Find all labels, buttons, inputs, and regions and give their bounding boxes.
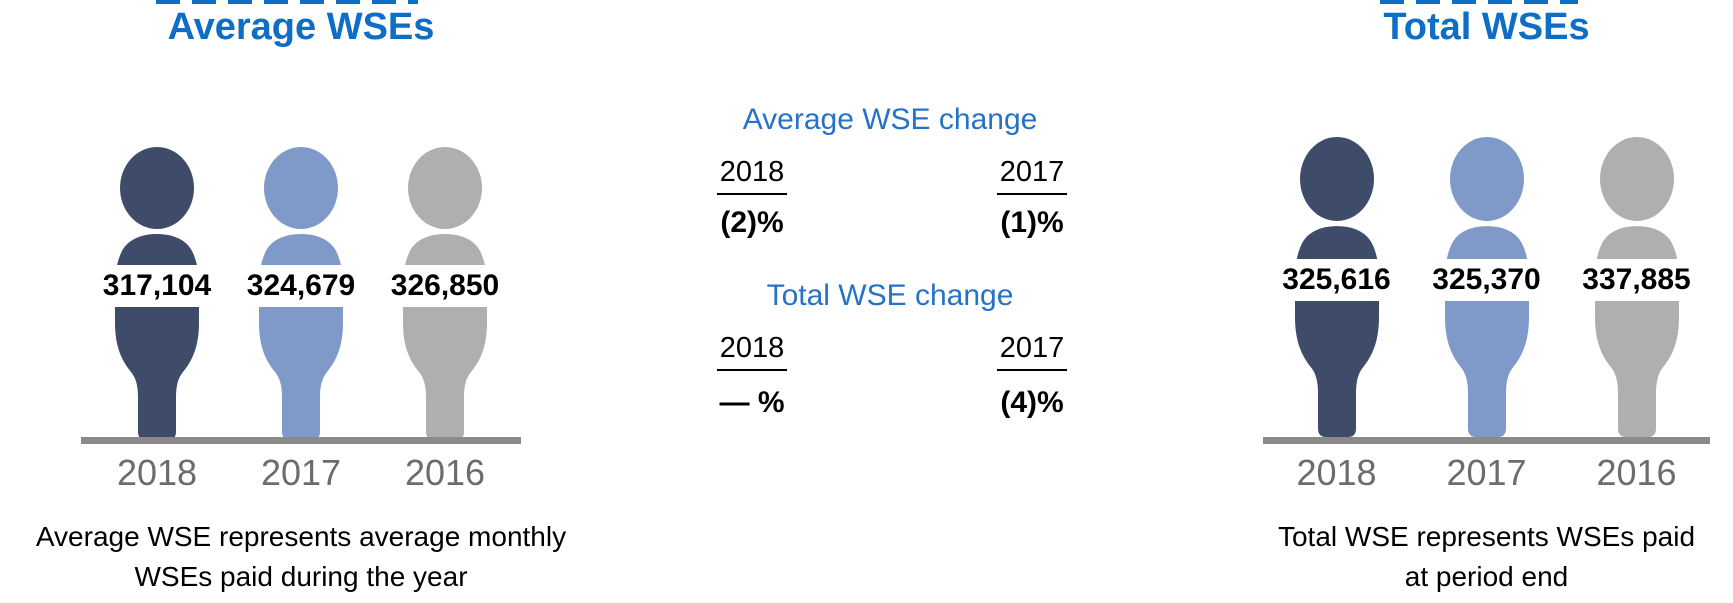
average-value-2017: 324,679 [225,265,377,307]
cropped-text-remnant-left [156,0,418,4]
total-chart-caption: Total WSE represents WSEs paid at period… [1167,517,1733,597]
average-figure-2018: 317,104 [81,147,233,440]
total-value-2016: 337,885 [1560,259,1713,301]
total-value-2018: 325,616 [1260,259,1413,301]
average-change-value-2018: (2)% [720,206,784,239]
total-wses-chart: Total WSEs 325,616 325,370 [1260,0,1713,603]
average-chart-title: Average WSEs [167,6,435,48]
average-value-2016: 326,850 [369,265,521,307]
wse-change-panel: Average WSE change 2018 2017 (2)% (1)% T… [640,0,1140,603]
total-year-2016: 2016 [1596,452,1677,493]
total-figure-2018: 325,616 [1260,137,1413,437]
total-caption-line2: at period end [1404,561,1569,592]
total-change-year-2018: 2018 [687,332,817,371]
average-year-labels: 2018 2017 2016 [81,452,521,494]
total-change-year-2017-label: 2017 [996,332,1068,371]
total-change-value-2017: (4)% [1000,386,1064,419]
average-year-2016: 2016 [404,452,486,493]
total-year-labels: 2018 2017 2016 [1263,452,1710,494]
average-baseline [81,437,521,444]
total-change-year-2017: 2017 [967,332,1097,371]
average-figure-2016: 326,850 [369,147,521,440]
total-change-value-2018: — % [719,386,785,419]
average-year-2018: 2018 [116,452,198,493]
average-change-year-2018: 2018 [687,156,817,195]
average-caption-line1: Average WSE represents average monthly [35,521,567,552]
average-chart-caption: Average WSE represents average monthly W… [0,517,621,597]
total-baseline [1263,437,1710,444]
total-year-2018: 2018 [1296,452,1377,493]
total-change-heading: Total WSE change [766,279,1014,312]
total-figure-2016: 337,885 [1560,137,1713,437]
cropped-text-remnant-right [1380,0,1578,4]
total-year-2017: 2017 [1446,452,1527,493]
total-change-year-2018-label: 2018 [716,332,788,371]
average-change-value-2017: (1)% [1000,206,1064,239]
average-year-2017: 2017 [260,452,342,493]
average-figure-2017: 324,679 [225,147,377,440]
average-change-heading: Average WSE change [742,103,1038,136]
total-figure-row: 325,616 325,370 337,885 [1260,137,1713,437]
average-caption-line2: WSEs paid during the year [134,561,468,592]
total-caption-line1: Total WSE represents WSEs paid [1277,521,1696,552]
average-change-year-2018-label: 2018 [716,156,788,195]
average-change-year-2017: 2017 [967,156,1097,195]
average-figure-row: 317,104 324,679 326,850 [81,147,521,440]
average-value-2018: 317,104 [81,265,233,307]
total-chart-title: Total WSEs [1383,6,1590,48]
average-change-year-2017-label: 2017 [996,156,1068,195]
average-wses-chart: Average WSEs 317,104 324,679 [36,0,566,603]
total-figure-2017: 325,370 [1410,137,1563,437]
total-value-2017: 325,370 [1410,259,1563,301]
